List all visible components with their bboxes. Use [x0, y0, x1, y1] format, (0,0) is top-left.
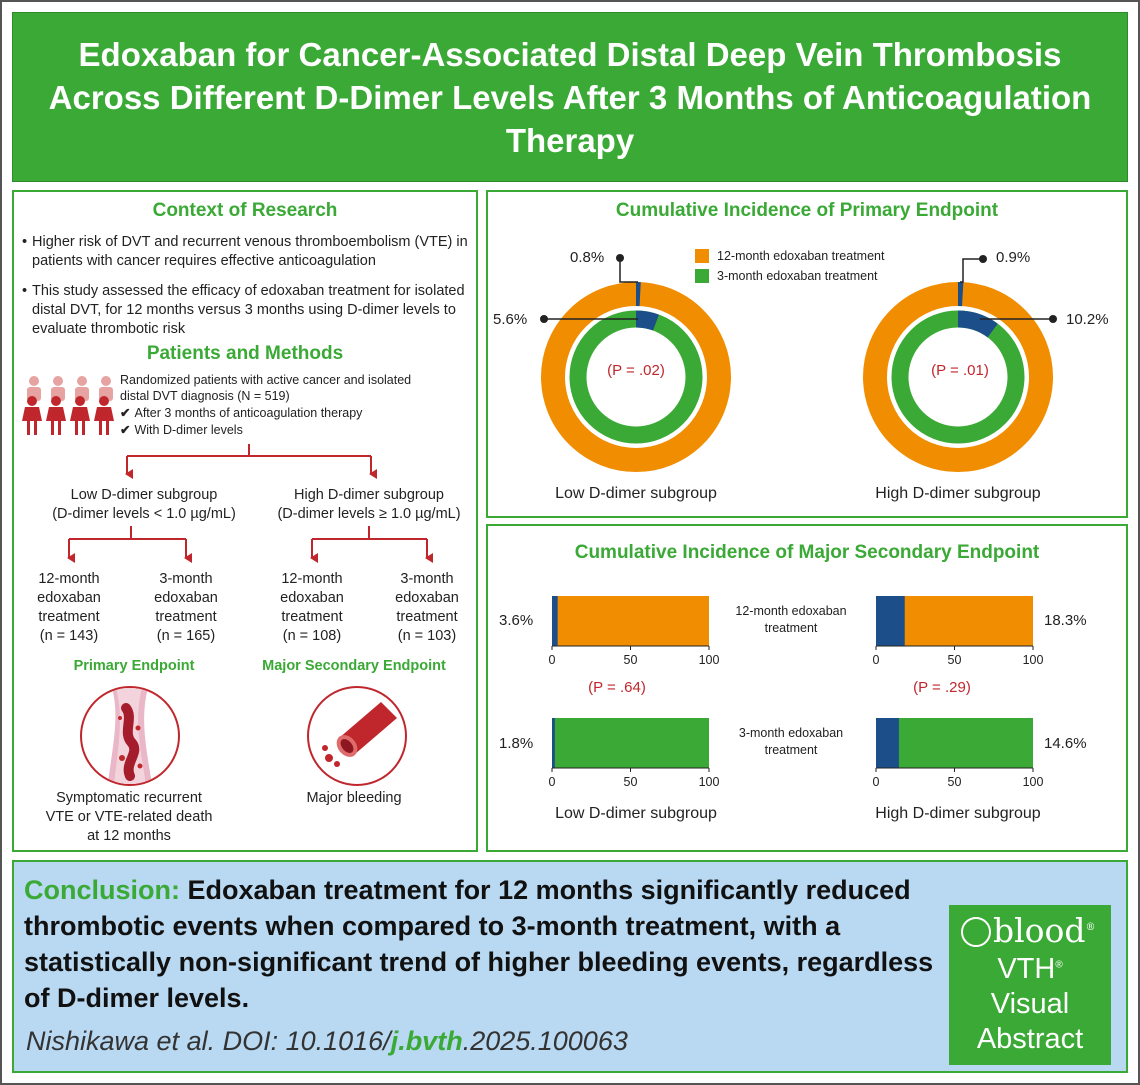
donut-event-segment-3-month — [635, 310, 659, 331]
arm-label: 12-month edoxaban treatment (n = 143) — [37, 571, 101, 644]
p-value-label: (P = .29) — [913, 679, 971, 696]
primary-endpoint-desc: Symptomatic recurrent VTE or VTE-related… — [45, 790, 213, 844]
donut-outer-label: 0.8% — [570, 249, 605, 266]
secondary-endpoint-panel: Cumulative Incidence of Major Secondary … — [486, 524, 1128, 852]
conclusion-box: Conclusion: Edoxaban treatment for 12 mo… — [12, 860, 1128, 1073]
society-seal-icon — [961, 917, 991, 947]
bar-event — [552, 596, 558, 646]
context-bullet: • This study assessed the efficacy of ed… — [22, 283, 465, 337]
callout-dot — [616, 254, 624, 262]
methods-heading: Patients and Methods — [146, 343, 344, 364]
callout-dot — [540, 315, 548, 323]
title-banner: Edoxaban for Cancer-Associated Distal De… — [12, 12, 1128, 182]
x-tick-label: 0 — [549, 653, 556, 667]
primary-chart-title: Cumulative Incidence of Primary Endpoint — [615, 200, 999, 221]
p-value-label: (P = .02) — [607, 362, 665, 379]
row-label-12-month: 12-month edoxaban treatment — [735, 604, 847, 635]
conclusion-text: Conclusion: Edoxaban treatment for 12 mo… — [24, 872, 964, 1016]
primary-endpoint-panel: Cumulative Incidence of Primary Endpoint… — [486, 190, 1128, 518]
citation: Nishikawa et al. DOI: 10.1016/j.bvth.202… — [26, 1026, 628, 1056]
bar-remainder — [876, 718, 1033, 768]
bar-remainder — [552, 596, 709, 646]
conclusion-label: Conclusion: — [24, 875, 180, 905]
bar-event — [552, 718, 555, 768]
criteria-item: ✔ After 3 months of anticoagulation thera… — [120, 406, 363, 420]
context-methods-panel: Context of Research • Higher risk of DVT… — [12, 190, 478, 852]
subgroup-label: Low D-dimer subgroup — [555, 805, 717, 822]
callout-dot — [1049, 315, 1057, 323]
donut-outer-label: 0.9% — [996, 249, 1031, 266]
arm-label: 3-month edoxaban treatment (n = 165) — [154, 571, 218, 644]
x-tick-label: 100 — [699, 775, 720, 789]
context-heading: Context of Research — [152, 200, 338, 221]
p-value-label: (P = .01) — [931, 362, 989, 379]
badge-visual: Visual — [990, 988, 1070, 1020]
bar-value-label: 3.6% — [499, 612, 534, 629]
bleeding-vessel-icon — [307, 686, 407, 786]
x-tick-label: 50 — [624, 775, 638, 789]
population-line2: distal DVT diagnosis (N = 519) — [120, 389, 290, 403]
donut-charts — [540, 254, 1057, 472]
donut-event-segment-3-month — [957, 310, 998, 338]
badge-blood-logo: blood® — [993, 911, 1096, 950]
row-label-3-month: 3-month edoxaban treatment — [738, 726, 844, 757]
bar-charts: 0 50 100 0 50 100 0 50 100 0 50 100 — [549, 596, 1044, 789]
x-tick-label: 0 — [873, 775, 880, 789]
legend-item-12-month: 12-month edoxaban treatment — [695, 249, 884, 263]
x-tick-label: 50 — [624, 653, 638, 667]
high-subgroup-label: High D-dimer subgroup (D-dimer levels ≥ … — [277, 487, 461, 522]
x-tick-label: 100 — [699, 653, 720, 667]
callout-line — [619, 259, 638, 283]
arm-label: 12-month edoxaban treatment (n = 108) — [280, 571, 344, 644]
patients-people-icon — [22, 376, 114, 435]
subgroup-label: High D-dimer subgroup — [875, 805, 1041, 822]
callout-line — [960, 258, 982, 283]
check-icon: ✔ — [120, 406, 131, 420]
legend-swatch — [695, 249, 709, 263]
donut-inner-label: 5.6% — [493, 311, 528, 328]
x-tick-label: 100 — [1023, 653, 1044, 667]
bar-event — [876, 718, 899, 768]
donut-inner-label: 10.2% — [1066, 311, 1109, 328]
population-line1: Randomized patients with active cancer a… — [120, 373, 412, 387]
x-tick-label: 0 — [549, 775, 556, 789]
callout-dot — [979, 255, 987, 263]
bar-value-label: 18.3% — [1044, 612, 1087, 629]
subgroup-label: Low D-dimer subgroup — [555, 485, 717, 502]
secondary-chart-title: Cumulative Incidence of Major Secondary … — [574, 542, 1040, 563]
p-value-label: (P = .64) — [588, 679, 646, 696]
x-tick-label: 100 — [1023, 775, 1044, 789]
bar-event — [876, 596, 905, 646]
low-subgroup-label: Low D-dimer subgroup (D-dimer levels < 1… — [52, 487, 236, 522]
secondary-endpoint-desc: Major bleeding — [306, 790, 402, 806]
bar-value-label: 14.6% — [1044, 735, 1087, 752]
conclusion-body: Edoxaban treatment for 12 months signifi… — [24, 875, 934, 1013]
badge-vth: VTH® — [997, 953, 1063, 985]
check-icon: ✔ — [120, 423, 131, 437]
thrombosis-vein-icon — [80, 686, 180, 786]
criteria-item: ✔ With D-dimer levels — [120, 423, 243, 437]
arm-label: 3-month edoxaban treatment (n = 103) — [395, 571, 459, 644]
x-tick-label: 50 — [948, 775, 962, 789]
primary-endpoint-title: Primary Endpoint — [73, 658, 195, 674]
flow-arrows — [67, 444, 433, 563]
x-tick-label: 0 — [873, 653, 880, 667]
badge-abstract: Abstract — [976, 1023, 1084, 1055]
bar-value-label: 1.8% — [499, 735, 534, 752]
legend-item-3-month: 3-month edoxaban treatment — [695, 269, 878, 283]
subgroup-label: High D-dimer subgroup — [875, 485, 1041, 502]
page-title: Edoxaban for Cancer-Associated Distal De… — [48, 35, 1092, 159]
x-tick-label: 50 — [948, 653, 962, 667]
secondary-endpoint-title: Major Secondary Endpoint — [262, 658, 446, 674]
blood-vth-badge: blood® VTH® Visual Abstract — [949, 905, 1111, 1065]
bar-remainder — [552, 718, 709, 768]
legend-swatch — [695, 269, 709, 283]
context-bullet: • Higher risk of DVT and recurrent venou… — [22, 234, 468, 269]
